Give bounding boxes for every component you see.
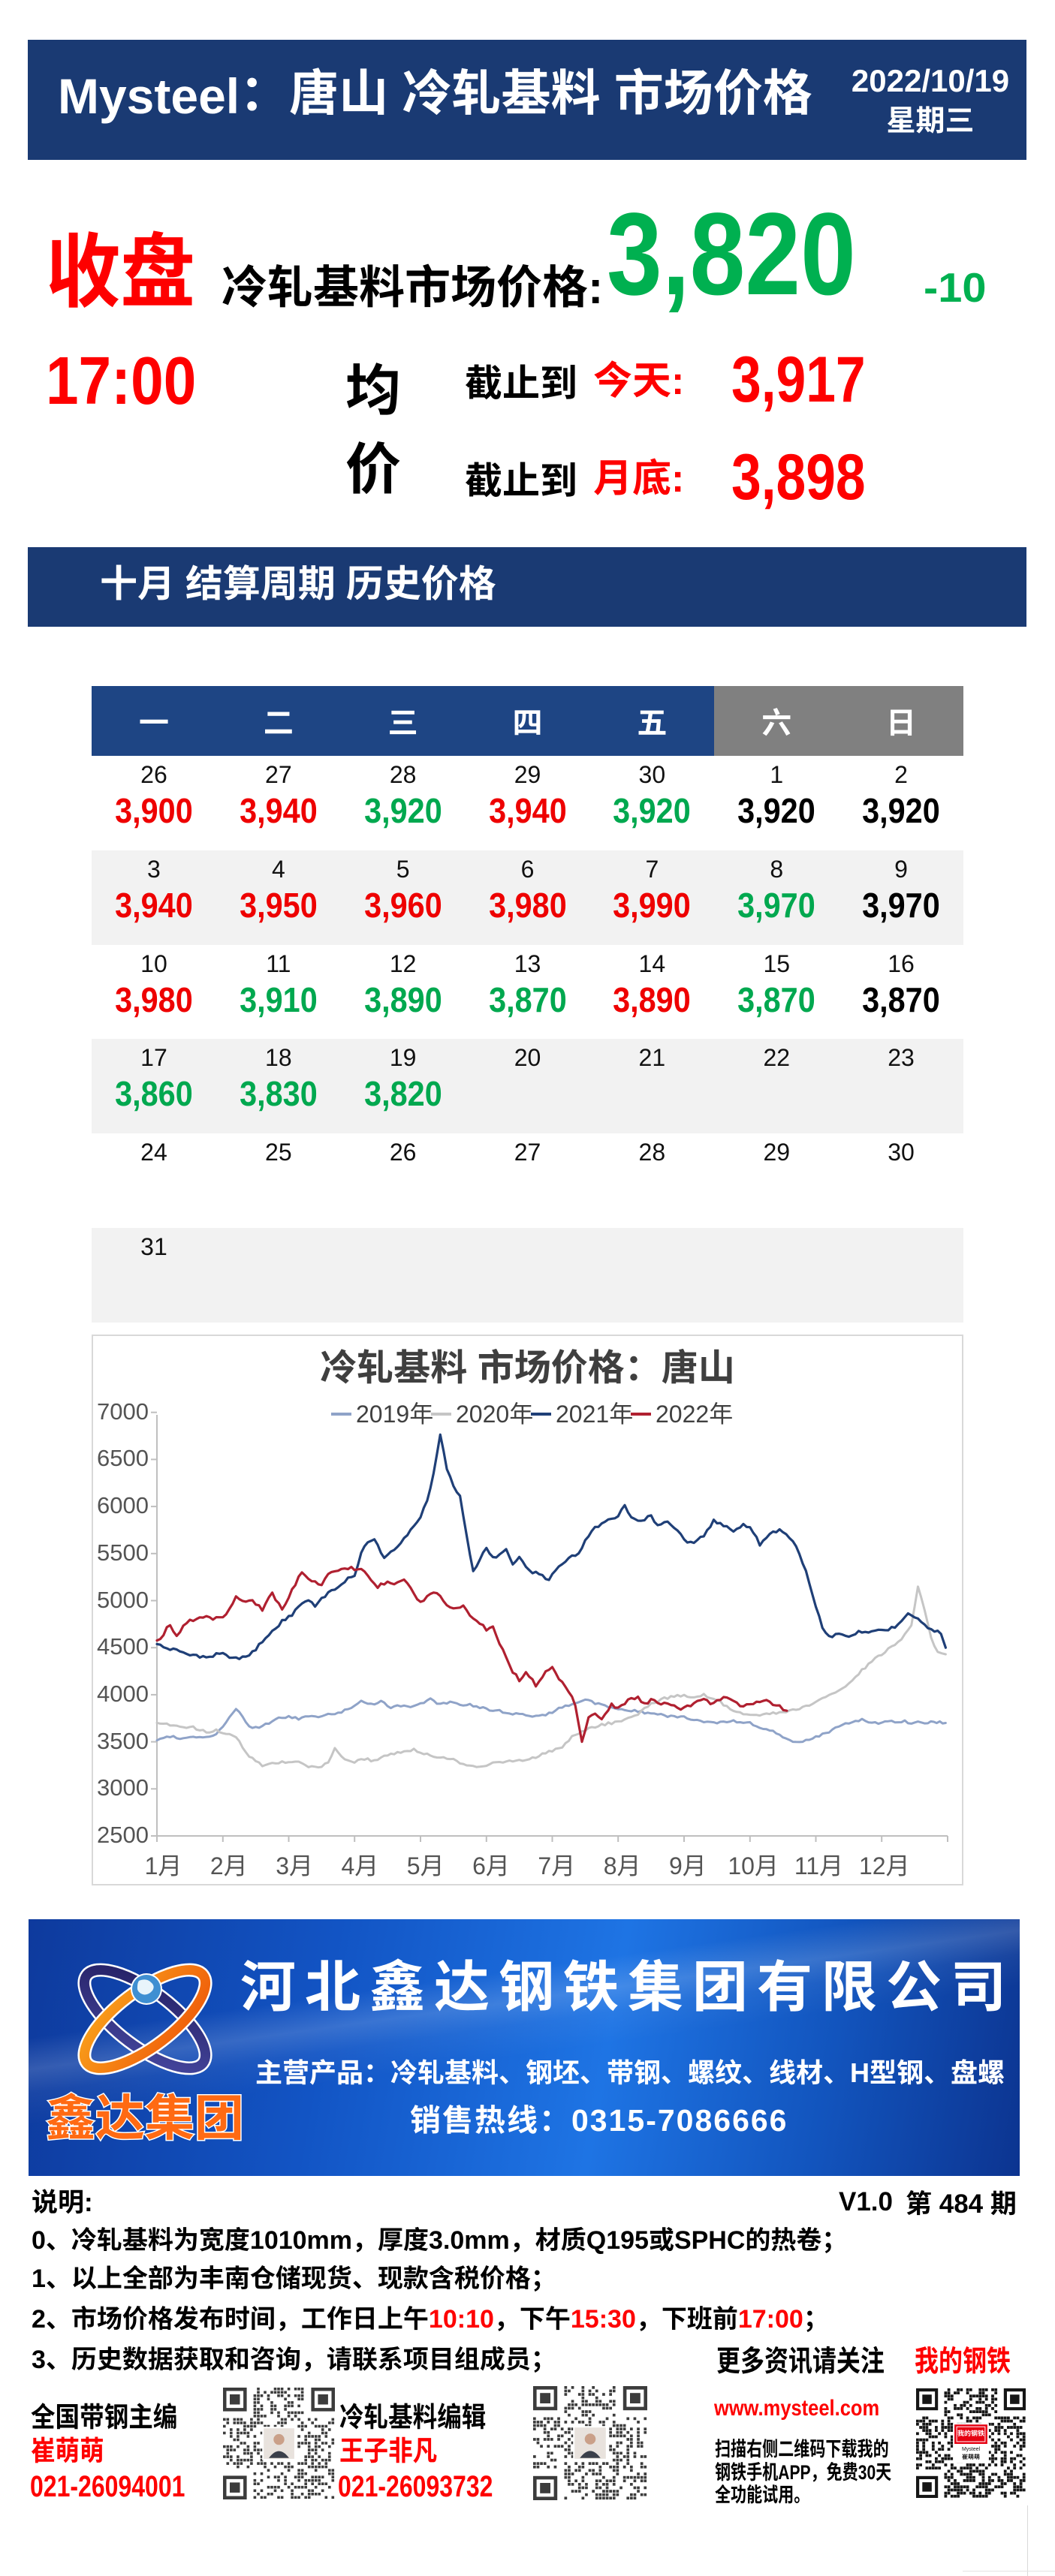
svg-text:鑫达集团: 鑫达集团 — [46, 2078, 244, 2150]
svg-text:2019年: 2019年 — [356, 1401, 433, 1428]
svg-text:Mysteel: Mysteel — [962, 2447, 981, 2452]
svg-text:2022年: 2022年 — [656, 1401, 733, 1428]
svg-text:我的钢铁: 我的钢铁 — [957, 2428, 984, 2438]
svg-text:2020年: 2020年 — [456, 1401, 533, 1428]
svg-text:2021年: 2021年 — [556, 1401, 633, 1428]
svg-text:崔萌萌: 崔萌萌 — [962, 2453, 980, 2461]
